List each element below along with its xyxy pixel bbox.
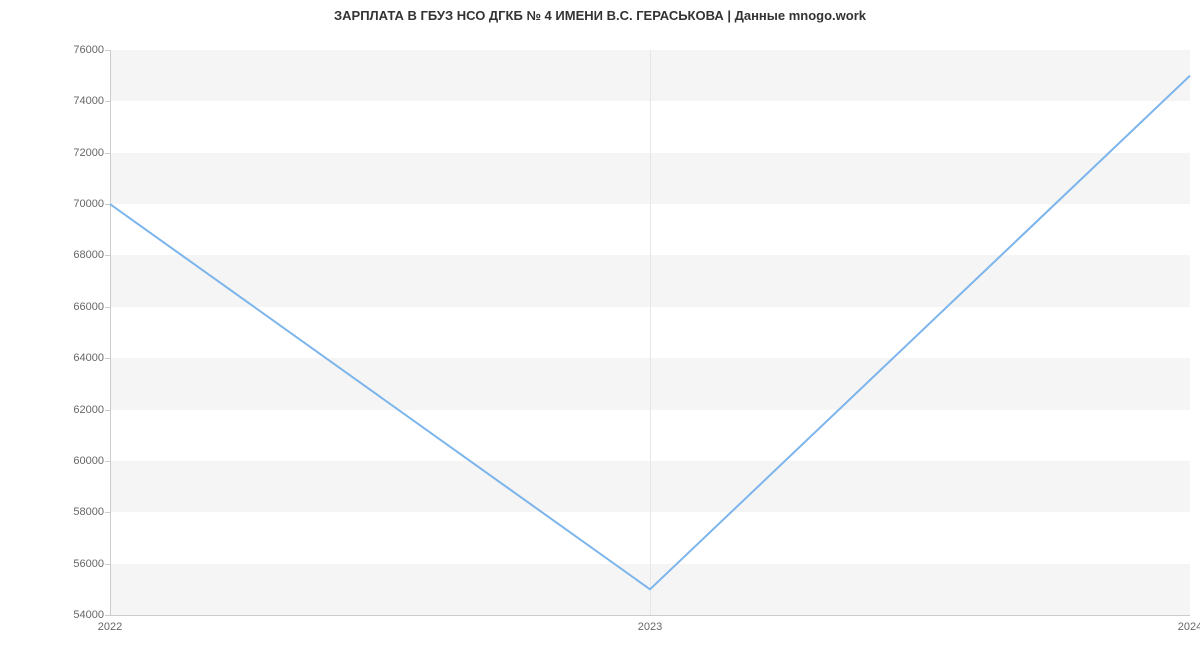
y-tick-label: 74000 <box>73 95 104 107</box>
y-tick-label: 60000 <box>73 455 104 467</box>
x-tick-label: 2024 <box>1178 621 1200 633</box>
y-tick-label: 56000 <box>73 558 104 570</box>
plot-area: 5400056000580006000062000640006600068000… <box>110 50 1190 615</box>
series-svg <box>110 50 1190 615</box>
y-tick-label: 68000 <box>73 249 104 261</box>
x-tick-label: 2022 <box>98 621 122 633</box>
salary-line-chart: ЗАРПЛАТА В ГБУЗ НСО ДГКБ № 4 ИМЕНИ В.С. … <box>0 0 1200 650</box>
x-tick-label: 2023 <box>638 621 662 633</box>
y-tick-label: 62000 <box>73 404 104 416</box>
y-tick-label: 64000 <box>73 352 104 364</box>
y-tick-label: 66000 <box>73 301 104 313</box>
x-axis-line <box>110 615 1190 616</box>
series-line-salary <box>110 76 1190 590</box>
y-tick-label: 58000 <box>73 506 104 518</box>
y-tick-label: 72000 <box>73 147 104 159</box>
y-tick-label: 70000 <box>73 198 104 210</box>
y-tick-label: 54000 <box>73 609 104 621</box>
y-tick-label: 76000 <box>73 44 104 56</box>
chart-title: ЗАРПЛАТА В ГБУЗ НСО ДГКБ № 4 ИМЕНИ В.С. … <box>0 8 1200 23</box>
